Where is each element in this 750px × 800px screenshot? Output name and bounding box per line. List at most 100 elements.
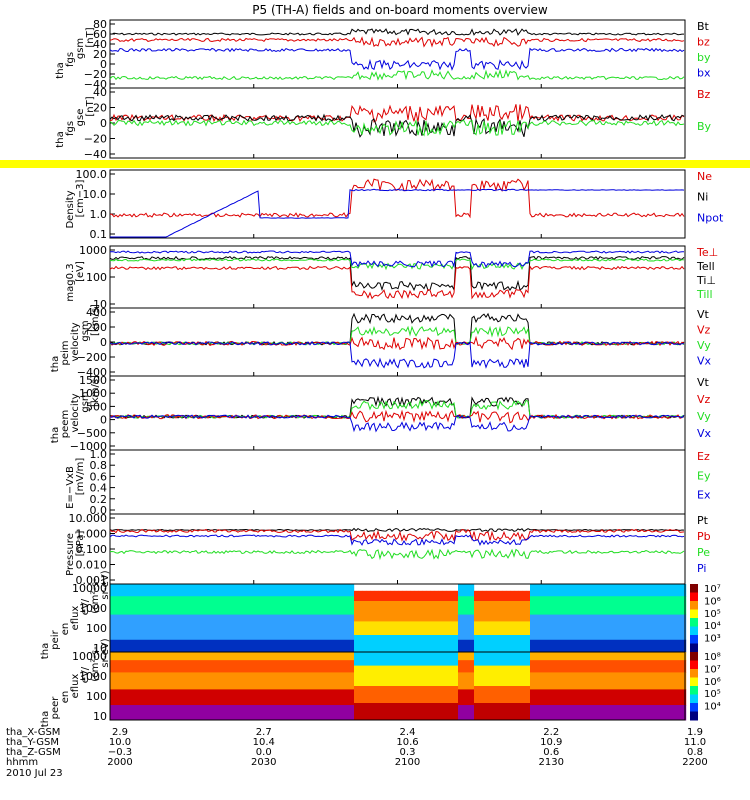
spectrogram-cell (130, 614, 135, 641)
spectrogram-cell (346, 689, 351, 706)
spectrogram-cell (662, 689, 667, 706)
spectrogram-cell (370, 601, 375, 622)
spectrogram-cell (302, 614, 307, 641)
spectrogram-cell (462, 689, 467, 706)
legend-pi: Pi (697, 562, 706, 575)
spectrogram-cell (514, 665, 519, 687)
spectrogram-cell (606, 639, 611, 653)
spectrogram-cell (226, 596, 231, 616)
spectrogram-cell (170, 705, 175, 721)
spectrogram-cell (258, 689, 263, 706)
spectrogram-cell (334, 705, 339, 721)
spectrogram-cell (310, 584, 315, 597)
y-tick-label: 0 (100, 58, 107, 71)
spectrogram-cell (338, 660, 343, 673)
colorbar-label: 10⁸ (704, 652, 721, 663)
spectrogram-cell (378, 652, 383, 667)
spectrogram-cell (318, 614, 323, 641)
spectrogram-cell (634, 660, 639, 673)
spectrogram-cell (178, 614, 183, 641)
colorbar-step (690, 635, 698, 644)
spectrogram-cell (154, 596, 159, 616)
spectrogram-cell (586, 689, 591, 706)
spectrogram-cell (250, 652, 255, 661)
spectrogram-cell (358, 621, 363, 636)
series-vx (109, 340, 685, 369)
spectrogram-cell (442, 621, 447, 636)
spectrogram-cell (286, 652, 291, 661)
spectrogram-cell (674, 705, 679, 721)
spectrogram-cell (194, 660, 199, 673)
y-tick-label: 10000 (72, 650, 107, 663)
spectrogram-cell (330, 596, 335, 616)
spectrogram-cell (114, 705, 119, 721)
spectrogram-cell (130, 689, 135, 706)
spectrogram-cell (214, 705, 219, 721)
spectrogram-cell (542, 705, 547, 721)
spectrogram-cell (110, 584, 115, 597)
spectrogram-cell (650, 639, 655, 653)
y-axis-label: mag0.3 [eV] (65, 261, 86, 302)
spectrogram-cell (318, 639, 323, 653)
spectrogram-cell (386, 621, 391, 636)
spectrogram-cell (338, 584, 343, 597)
spectrogram-cell (290, 672, 295, 690)
spectrogram-cell (258, 672, 263, 690)
spectrogram-cell (502, 590, 507, 602)
spectrogram-cell (418, 621, 423, 636)
spectrogram-cell (682, 614, 687, 641)
spectrogram-cell (338, 614, 343, 641)
spectrogram-cell (454, 652, 459, 667)
spectrogram-cell (322, 689, 327, 706)
spectrogram-cell (506, 686, 511, 704)
spectrogram-cell (110, 689, 115, 706)
spectrogram-cell (346, 660, 351, 673)
spectrogram-cell (658, 614, 663, 641)
spectrogram-cell (294, 596, 299, 616)
spectrogram-cell (370, 686, 375, 704)
spectrogram-cell (234, 584, 239, 597)
spectrogram-cell (558, 705, 563, 721)
spectrogram-cell (502, 621, 507, 636)
spectrogram-cell (670, 614, 675, 641)
footer-value: 2030 (251, 757, 276, 768)
spectrogram-cell (366, 665, 371, 687)
spectrogram-cell (334, 639, 339, 653)
spectrogram-cell (230, 652, 235, 661)
spectrogram-cell (610, 672, 615, 690)
spectrogram-cell (558, 596, 563, 616)
spectrogram-cell (182, 660, 187, 673)
spectrogram-cell (166, 689, 171, 706)
y-label-line: [km/s] (90, 304, 101, 336)
y-tick-label: 1500 (79, 374, 107, 387)
spectrogram-cell (354, 703, 359, 721)
spectrogram-cell (430, 686, 435, 704)
spectrogram-cell (270, 689, 275, 706)
spectrogram-cell (378, 601, 383, 622)
series-black (109, 113, 685, 138)
spectrogram-cell (278, 660, 283, 673)
spectrogram-cell (310, 689, 315, 706)
spectrogram-cell (190, 660, 195, 673)
spectrogram-cell (478, 703, 483, 721)
spectrogram-cell (402, 703, 407, 721)
spectrogram-cell (210, 705, 215, 721)
spectrogram-cell (682, 705, 687, 721)
spectrogram-cell (410, 652, 415, 667)
spectrogram-cell (222, 584, 227, 597)
spectrogram-cell (126, 660, 131, 673)
spectrogram-cell (186, 639, 191, 653)
spectrogram-cell (662, 596, 667, 616)
spectrogram-cell (310, 660, 315, 673)
spectrogram-cell (298, 660, 303, 673)
spectrogram-cell (318, 596, 323, 616)
spectrogram-cell (358, 703, 363, 721)
spectrogram-cell (630, 689, 635, 706)
spectrogram-cell (154, 652, 159, 661)
colorbar-step (690, 601, 698, 610)
colorbar-label: 10³ (704, 634, 721, 645)
spectrogram-cell (222, 652, 227, 661)
spectrogram-cell (498, 621, 503, 636)
spectrogram-cell (634, 639, 639, 653)
spectrogram-cell (670, 639, 675, 653)
